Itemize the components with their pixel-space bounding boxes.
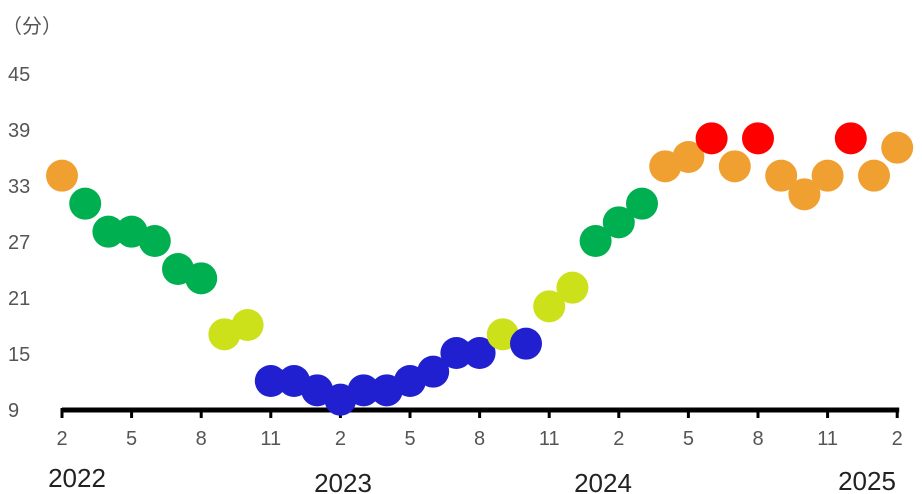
year-label: 2025 xyxy=(838,466,896,494)
x-tick-label: 2 xyxy=(335,428,346,450)
data-point xyxy=(231,309,264,341)
data-point xyxy=(533,290,566,323)
x-axis xyxy=(60,407,900,418)
x-tick-label: 8 xyxy=(196,428,207,450)
x-tick-label: 5 xyxy=(126,428,137,450)
data-point xyxy=(185,262,218,295)
data-point xyxy=(881,131,914,164)
data-point xyxy=(92,215,125,248)
x-tick-label: 11 xyxy=(260,428,281,450)
x-tick-label: 5 xyxy=(404,428,415,450)
data-point xyxy=(834,122,867,155)
year-labels: 2022 2023 2024 2025 xyxy=(48,463,896,494)
year-label: 2024 xyxy=(574,468,632,494)
x-tick-label: 5 xyxy=(683,428,694,450)
y-axis-unit-label: （分） xyxy=(2,15,62,38)
y-tick-label: 45 xyxy=(8,64,30,86)
x-tick-label: 8 xyxy=(474,428,485,450)
y-tick-label: 33 xyxy=(8,176,30,198)
data-point xyxy=(46,159,78,192)
y-tick-label: 15 xyxy=(8,344,30,366)
data-point xyxy=(602,206,635,239)
data-points xyxy=(46,122,914,416)
data-point xyxy=(417,355,450,388)
data-point xyxy=(811,159,844,192)
x-tick-label: 2 xyxy=(56,428,67,450)
data-point xyxy=(138,225,171,257)
data-point xyxy=(463,337,496,369)
data-point xyxy=(254,365,287,397)
data-point xyxy=(347,374,380,407)
data-point xyxy=(718,150,751,183)
data-point xyxy=(742,122,774,155)
y-tick-label: 27 xyxy=(8,232,30,254)
y-tick-label: 21 xyxy=(8,288,30,310)
data-point xyxy=(510,327,542,360)
x-tick-label: 2 xyxy=(613,428,624,450)
data-point xyxy=(556,271,589,304)
x-tick-label: 11 xyxy=(539,428,560,450)
y-axis-ticks: 45 39 33 27 21 15 9 xyxy=(8,64,30,422)
data-point xyxy=(695,122,728,155)
x-tick-label: 11 xyxy=(817,428,838,450)
data-point xyxy=(626,187,658,220)
x-tick-label: 2 xyxy=(892,428,903,450)
data-point xyxy=(672,141,705,173)
data-point xyxy=(765,159,798,192)
year-label: 2023 xyxy=(314,468,372,494)
x-tick-label: 8 xyxy=(752,428,763,450)
data-point xyxy=(579,225,612,257)
x-axis-ticks: 2 5 8 11 2 5 8 11 2 5 8 11 2 xyxy=(56,428,902,450)
data-point xyxy=(69,187,102,220)
data-point xyxy=(858,159,890,192)
year-label: 2022 xyxy=(48,463,106,493)
data-point xyxy=(788,178,821,211)
y-tick-label: 39 xyxy=(8,120,30,142)
y-tick-label: 9 xyxy=(8,400,19,422)
data-point xyxy=(440,337,473,369)
